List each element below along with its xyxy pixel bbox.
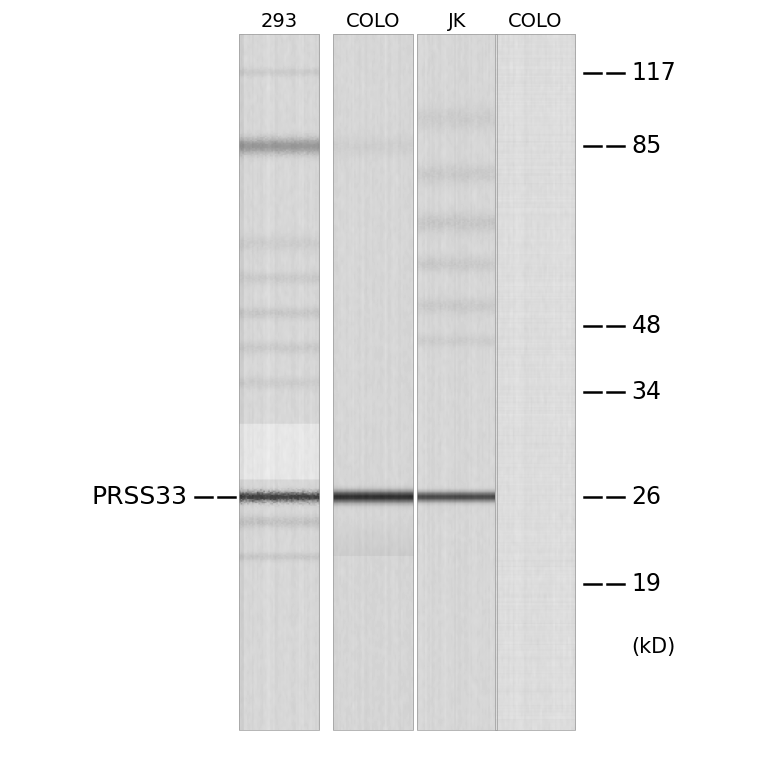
Bar <box>333 34 413 730</box>
Text: 34: 34 <box>632 380 662 404</box>
Text: 293: 293 <box>261 11 297 31</box>
Text: PRSS33: PRSS33 <box>92 484 187 509</box>
Text: 26: 26 <box>632 484 662 509</box>
Text: JK: JK <box>448 11 466 31</box>
Bar <box>238 34 319 730</box>
Text: 85: 85 <box>632 134 662 157</box>
Bar <box>417 34 497 730</box>
Text: COLO: COLO <box>345 11 400 31</box>
Text: 117: 117 <box>632 60 676 85</box>
Text: COLO: COLO <box>507 11 562 31</box>
Text: 19: 19 <box>632 571 662 596</box>
Text: (kD): (kD) <box>632 637 675 657</box>
Bar <box>495 34 575 730</box>
Text: 48: 48 <box>632 314 662 338</box>
